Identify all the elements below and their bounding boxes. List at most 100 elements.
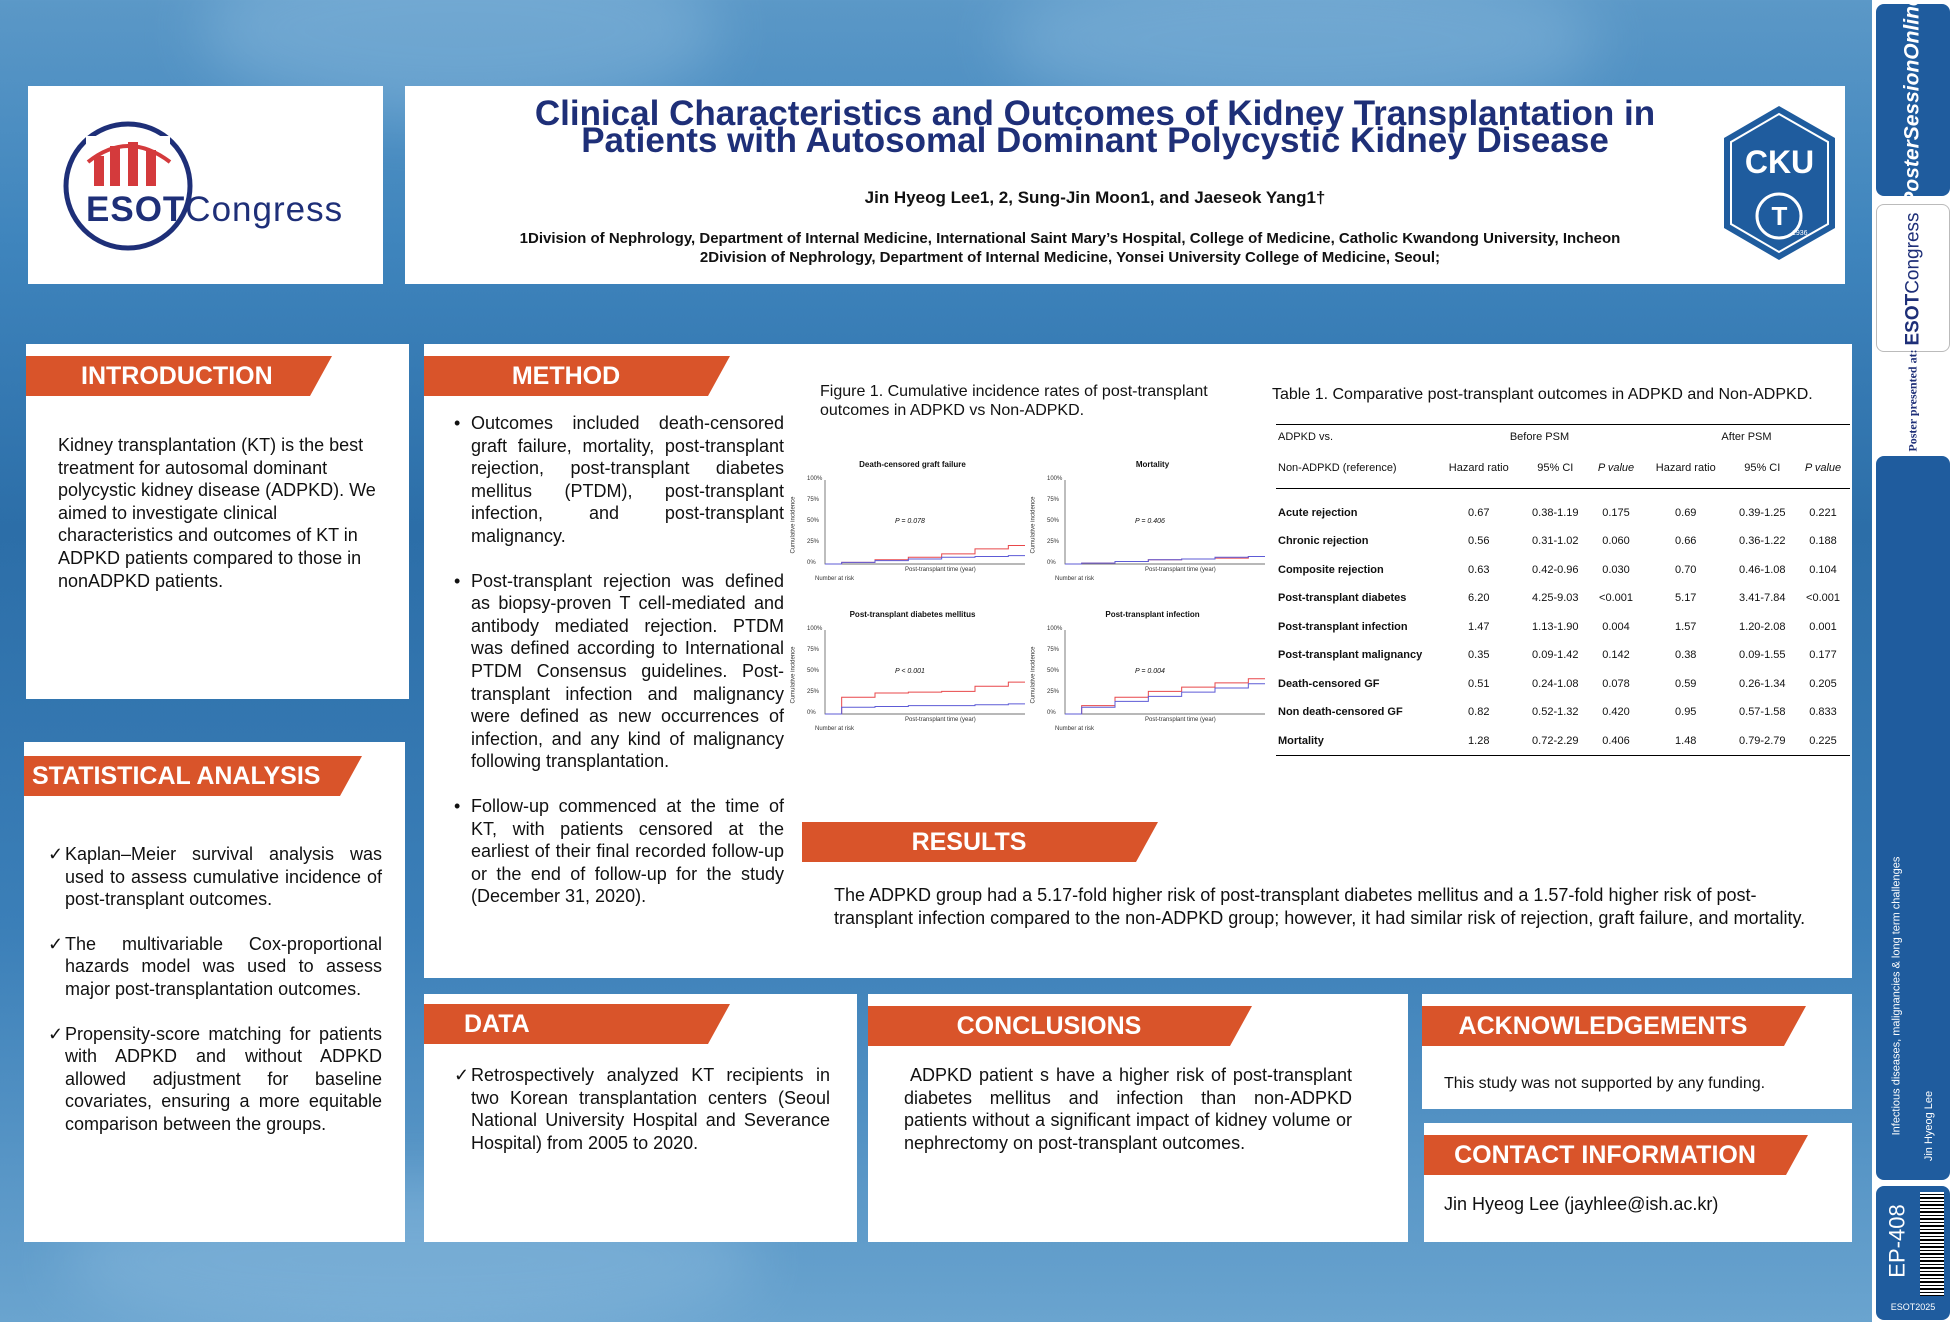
statistical-analysis-heading: STATISTICAL ANALYSIS (24, 756, 362, 796)
km-number-at-risk: Number at risk (815, 726, 855, 732)
presented-at-text: Poster presented at: (1905, 348, 1920, 452)
introduction-heading: INTRODUCTION (26, 356, 332, 396)
table-cell: 5.17 (1675, 592, 1697, 605)
km-y-tick: 25% (807, 539, 820, 545)
km-plot (1064, 480, 1265, 565)
sidebar-info-strip: Infectious diseases, malignancies & long… (1876, 456, 1950, 1180)
km-y-label: Cumulative incidence (790, 496, 797, 554)
table-cell: 0.31-1.02 (1532, 535, 1579, 548)
table-cell: 0.205 (1809, 677, 1837, 690)
title-line-2: Patients with Autosomal Dominant Polycys… (581, 121, 1609, 160)
acknowledgements-panel: ACKNOWLEDGEMENTS This study was not supp… (1422, 994, 1852, 1109)
non-adpkd-curve (825, 703, 1025, 715)
conclusions-text: ADPKD patient s have a higher risk of po… (904, 1065, 1352, 1153)
results-heading: RESULTS (802, 822, 1158, 862)
acknowledgements-heading: ACKNOWLEDGEMENTS (1422, 1006, 1806, 1046)
km-p-value: P < 0.001 (895, 668, 925, 675)
table-cell: Non death-censored GF (1278, 706, 1403, 719)
km-y-tick: 0% (1047, 560, 1056, 566)
esot-logo-panel: ESOTCongress (28, 86, 383, 284)
table-cell: Acute rejection (1278, 506, 1358, 519)
table-cell: 0.36-1.22 (1739, 535, 1786, 548)
table-cell: 0.188 (1809, 535, 1837, 548)
table-cell: 4.25-9.03 (1532, 592, 1579, 605)
table-cell: Chronic rejection (1278, 535, 1369, 548)
sidebar-author: Jin Hyeog Lee (1923, 1090, 1936, 1162)
conclusions-panel: CONCLUSIONS ADPKD patient s have a highe… (868, 994, 1408, 1242)
km-y-tick: 25% (807, 689, 820, 695)
table-cell: 0.95 (1675, 706, 1697, 719)
km-y-tick: 75% (1047, 497, 1060, 503)
table-cell: Post-transplant malignancy (1278, 649, 1423, 662)
table-row: Post-transplant infection 1.47 1.13-1.90 0.… (1276, 613, 1850, 642)
contact-text: Jin Hyeog Lee (jayhlee@ish.ac.kr) (1444, 1194, 1719, 1214)
table-cell: Mortality (1276, 726, 1436, 756)
data-heading: DATA (424, 1004, 730, 1044)
adpkd-curve (825, 545, 1025, 565)
table-cell: 0.001 (1809, 620, 1837, 633)
table-cell: 0.79-2.79 (1728, 726, 1797, 756)
table-cell: 1.20-2.08 (1739, 620, 1786, 633)
table-header-cell: Before PSM (1436, 424, 1643, 449)
method-item: Post-transplant rejection was defined as… (454, 570, 784, 773)
table-cell: 0.56 (1468, 535, 1490, 548)
affiliation-1: 1Division of Nephrology, Department of I… (519, 230, 1621, 247)
adpkd-curve (825, 681, 1025, 715)
table-cell: 0.833 (1809, 706, 1837, 719)
introduction-text: Kidney transplantation (KT) is the best … (58, 435, 376, 591)
km-number-at-risk: Number at risk (1055, 576, 1095, 582)
km-plot (824, 630, 1025, 715)
table-cell: 0.42-0.96 (1532, 563, 1579, 576)
km-p-value: P = 0.406 (1135, 518, 1165, 525)
km-y-tick: 0% (1047, 710, 1056, 716)
table-cell: <0.001 (1806, 592, 1840, 605)
table-cell: Death-censored GF (1278, 677, 1380, 690)
km-panel-title: Post-transplant diabetes mellitus (849, 610, 976, 619)
table-cell: 0.72-2.29 (1521, 726, 1590, 756)
table-header-cell: Non-ADPKD (reference) (1276, 448, 1436, 489)
km-y-tick: 50% (1047, 668, 1060, 674)
table-cell: 0.060 (1602, 535, 1630, 548)
table-cell: 0.104 (1809, 563, 1837, 576)
esot-logo-brand: ESOT (86, 190, 186, 229)
km-y-label: Cumulative incidence (790, 646, 797, 704)
table-cell: 0.142 (1602, 649, 1630, 662)
acknowledgements-text: This study was not supported by any fund… (1444, 1075, 1766, 1092)
km-panel: Post-transplant diabetes mellitus 100% 75%… (791, 600, 1030, 740)
table-body: Acute rejection 0.67 0.38-1.19 0.175 0.69 0.3… (1276, 499, 1850, 756)
km-plot (824, 480, 1025, 565)
table-cell: 0.177 (1809, 649, 1837, 662)
table-cell: 0.57-1.58 (1739, 706, 1786, 719)
contact-panel: CONTACT INFORMATION Jin Hyeog Lee (jayhl… (1424, 1123, 1852, 1242)
km-panel: Death-censored graft failure 100% 75% 50% 25… (791, 450, 1030, 590)
table-cell: 0.70 (1675, 563, 1697, 576)
table-row: Acute rejection 0.67 0.38-1.19 0.175 0.69 0.3… (1276, 499, 1850, 528)
presented-at-label: Poster presented at: (1876, 348, 1950, 452)
cku-logo-letter: T (1771, 201, 1788, 231)
results-text: The ADPKD group had a 5.17-fold higher r… (834, 885, 1806, 928)
table-cell: 0.225 (1796, 726, 1850, 756)
poster-title: Clinical Characteristics and Outcomes of… (430, 96, 1760, 160)
method-heading: METHOD (424, 356, 730, 396)
km-y-tick: 50% (807, 518, 820, 524)
km-number-at-risk: Number at risk (815, 576, 855, 582)
table-row: Chronic rejection 0.56 0.31-1.02 0.060 0.66 0… (1276, 527, 1850, 556)
km-y-tick: 100% (1047, 476, 1063, 482)
postersessiononline-badge[interactable]: PosterSessionOnline (1876, 0, 1950, 206)
table-cell: 0.078 (1602, 677, 1630, 690)
method-item: Outcomes included death-censored graft f… (454, 412, 784, 548)
table-header-row: ADPKD vs. Before PSM After PSM (1276, 424, 1850, 449)
km-panel: Mortality 100% 75% 50% 25% 0% Cumulative incid… (1031, 450, 1270, 590)
authors: Jin Hyeog Lee1, 2, Sung-Jin Moon1, and J… (864, 188, 1326, 207)
table-cell: 0.420 (1602, 706, 1630, 719)
table-header-cell: Hazard ratio (1642, 448, 1729, 489)
data-item: Retrospectively analyzed KT recipients i… (454, 1064, 830, 1154)
table-cell: 0.46-1.08 (1739, 563, 1786, 576)
table-cell: Post-transplant diabetes (1278, 592, 1407, 605)
table-cell: 0.09-1.42 (1532, 649, 1579, 662)
esot-logo-word: Congress (185, 190, 344, 229)
table-cell: 0.69 (1675, 506, 1697, 519)
km-number-at-risk: Number at risk (1055, 726, 1095, 732)
km-x-label: Post-transplant time (year) (905, 717, 976, 723)
poster-id: EP-408 (1885, 1204, 1911, 1278)
